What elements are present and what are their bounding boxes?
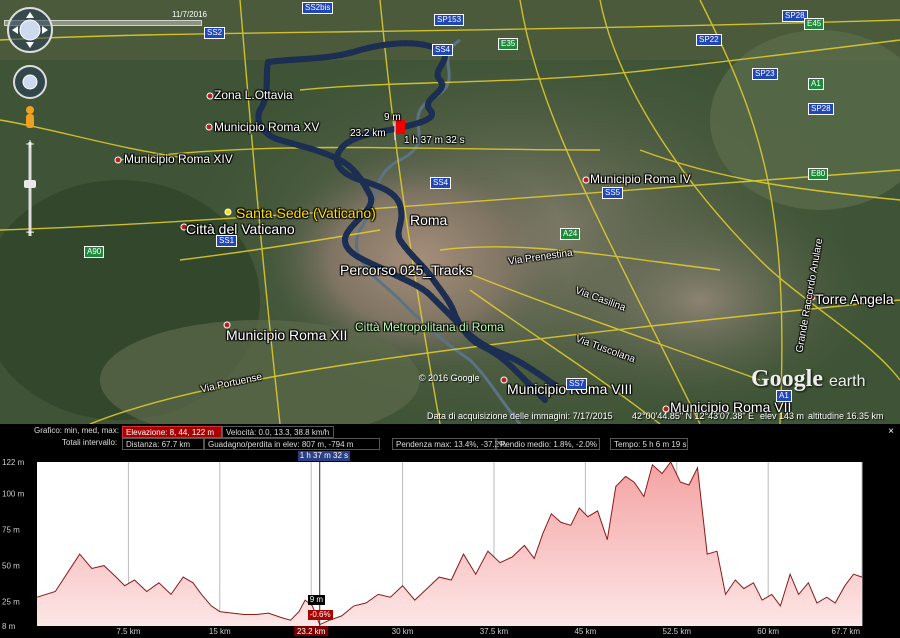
time-stat: Tempo: 5 h 6 m 19 s — [610, 438, 688, 450]
cursor-elevation-label: 9 m — [307, 595, 326, 605]
x-tick-label: 15 km — [209, 627, 231, 636]
label-zona-l-ottavia: Zona L.Ottavia — [214, 88, 293, 102]
time-slider-date: 11/7/2016 — [172, 10, 207, 19]
cursor-elevation: elev 143 m — [760, 411, 805, 421]
shield-sp23: SP23 — [752, 68, 778, 80]
move-joystick-icon — [13, 65, 47, 99]
x-tick-label: 52.5 km — [663, 627, 692, 636]
track-position-marker — [394, 120, 405, 140]
track-popup-elevation: 9 m — [384, 112, 401, 123]
elevation-line — [36, 461, 863, 626]
chart-range-label: Grafico: min, med, max: — [34, 426, 119, 435]
svg-text:+: + — [25, 137, 35, 151]
copyright-text: © 2016 Google — [419, 373, 480, 383]
y-tick-label: 122 m — [2, 458, 25, 467]
x-tick-label: 7.5 km — [116, 627, 140, 636]
close-icon[interactable]: × — [888, 426, 894, 437]
totals-label: Totali intervallo: — [62, 438, 118, 447]
shield-ss7: SS7 — [566, 378, 588, 390]
cursor-coordinates: 42°00'44.85" N 12°43'07.38" E — [632, 411, 755, 421]
svg-text:−: − — [25, 225, 35, 239]
distance-stat: Distanza: 67.7 km — [122, 438, 204, 450]
label-municipio-xv: Municipio Roma XV — [214, 120, 320, 134]
shield-sp153: SP153 — [434, 14, 465, 26]
cursor-distance-badge — [294, 626, 329, 636]
elevation-area — [37, 462, 862, 626]
eye-altitude: altitudine 16.35 km — [808, 411, 884, 421]
label-track-name[interactable]: Percorso 025_Tracks — [340, 262, 473, 278]
label-municipio-xiv: Municipio Roma XIV — [124, 152, 233, 166]
earth-map-view[interactable]: 11/7/2016 Zona L.Ottavia Municipio Roma … — [0, 0, 900, 424]
shield-ss5: SS5 — [602, 187, 624, 199]
x-tick-label: 37.5 km — [480, 627, 509, 636]
cursor-slope-label: -0.6% — [307, 610, 333, 620]
shield-sp22: SP22 — [696, 34, 722, 46]
x-tick-label: 67.7 km — [832, 627, 861, 636]
shield-a1: A1 — [808, 78, 824, 90]
shield-ss4: SS4 — [430, 177, 452, 189]
avg-slope-stat: Pendio medio: 1.8%, -2.0% — [496, 438, 600, 450]
shield-e45: E45 — [804, 18, 825, 30]
y-tick-label: 100 m — [2, 490, 25, 499]
y-tick-label: 8 m — [2, 622, 16, 631]
x-tick-label: 45 km — [574, 627, 596, 636]
time-slider-track[interactable] — [4, 20, 202, 26]
x-tick-label: 30 km — [392, 627, 414, 636]
elevation-stat[interactable]: Elevazione: 8, 44, 122 m — [122, 426, 222, 438]
label-santa-sede: Santa Sede (Vaticano) — [236, 205, 376, 221]
elevation-profile-panel[interactable]: Grafico: min, med, max: Elevazione: 8, 4… — [0, 424, 900, 638]
shield-sp28: SP28 — [808, 103, 834, 115]
shield-ss1: SS1 — [216, 235, 238, 247]
label-municipio-iv: Municipio Roma IV — [590, 172, 691, 186]
track-popup-distance: 23.2 km — [350, 128, 386, 139]
shield-sp28-north: SP28 — [782, 10, 808, 22]
shield-ss2: SS2 — [204, 27, 226, 39]
satellite-imagery — [0, 0, 900, 424]
imagery-date: Data di acquisizione delle immagini: 7/1… — [427, 411, 613, 421]
track-popup-time: 1 h 37 m 32 s — [404, 135, 465, 146]
gain-loss-stat: Guadagno/perdita in elev: 807 m, -794 m — [204, 438, 380, 450]
label-citta-metropolitana: Città Metropolitana di Roma — [355, 320, 504, 334]
label-municipio-vii: Municipio Roma VII — [670, 399, 792, 415]
label-citta-vaticano: Città del Vaticano — [186, 221, 295, 237]
label-roma: Roma — [410, 212, 448, 228]
look-joystick-icon — [7, 7, 53, 53]
shield-a24: A24 — [560, 228, 581, 240]
shield-a1-south: A1 — [776, 390, 792, 402]
navigation-controls[interactable]: + − — [0, 0, 60, 260]
label-torre-angela: Torre Angela — [815, 291, 894, 307]
shield-e35: E35 — [498, 38, 519, 50]
cursor-time-label: 1 h 37 m 32 s — [297, 451, 351, 461]
shield-ss4-north: SS4 — [432, 44, 454, 56]
speed-stat[interactable]: Velocità: 0.0, 13.3, 38.8 km/h — [222, 426, 334, 438]
y-tick-label: 25 m — [2, 598, 20, 607]
max-slope-stat: Pendenza max: 13.4%, -37.2% — [392, 438, 506, 450]
y-tick-label: 50 m — [2, 562, 20, 571]
label-municipio-xii: Municipio Roma XII — [226, 327, 348, 343]
shield-ss2bis: SS2bis — [302, 2, 334, 14]
shield-a90: A90 — [84, 246, 105, 258]
time-slider[interactable]: 11/7/2016 — [4, 10, 207, 30]
google-earth-logo: Google earth — [751, 366, 866, 392]
shield-e80: E80 — [808, 168, 829, 180]
y-tick-label: 75 m — [2, 526, 20, 535]
street-view-pegman-icon — [26, 106, 34, 128]
x-tick-label: 60 km — [757, 627, 779, 636]
zoom-slider: + − — [24, 137, 36, 239]
elevation-chart[interactable]: 8 m 25 m 50 m 75 m 100 m 122 m 7.5 km 15 km 23.… — [0, 424, 900, 638]
x-tick-label: 23.2 km — [297, 627, 326, 636]
